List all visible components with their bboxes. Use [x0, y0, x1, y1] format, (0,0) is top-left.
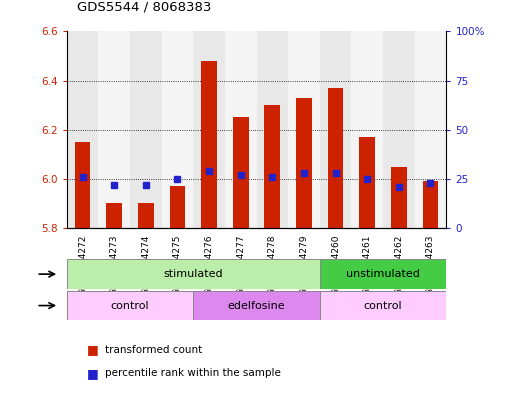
Bar [423, 181, 439, 228]
Bar [162, 31, 193, 228]
Bar [391, 167, 407, 228]
Bar [264, 105, 280, 228]
Bar [296, 98, 312, 228]
Bar [106, 203, 122, 228]
Bar [201, 61, 217, 228]
Bar [359, 137, 375, 228]
Text: percentile rank within the sample: percentile rank within the sample [105, 368, 281, 378]
Bar [351, 31, 383, 228]
Bar [288, 31, 320, 228]
Text: control: control [364, 301, 402, 310]
Bar [225, 31, 256, 228]
Text: edelfosine: edelfosine [228, 301, 285, 310]
Bar [320, 31, 351, 228]
Text: GDS5544 / 8068383: GDS5544 / 8068383 [77, 1, 211, 14]
Bar [67, 259, 320, 289]
Bar [256, 31, 288, 228]
Text: control: control [111, 301, 149, 310]
Text: unstimulated: unstimulated [346, 269, 420, 279]
Bar [67, 31, 98, 228]
Bar [169, 186, 185, 228]
Bar [233, 118, 249, 228]
Text: transformed count: transformed count [105, 345, 203, 355]
Text: ■: ■ [87, 367, 99, 380]
Bar [320, 291, 446, 320]
Bar [415, 31, 446, 228]
Text: stimulated: stimulated [164, 269, 223, 279]
Bar [138, 203, 154, 228]
Bar [67, 291, 193, 320]
Bar [98, 31, 130, 228]
Bar [130, 31, 162, 228]
Bar [320, 259, 446, 289]
Bar [383, 31, 415, 228]
Bar [74, 142, 90, 228]
Bar [193, 31, 225, 228]
Text: ■: ■ [87, 343, 99, 356]
Bar [193, 291, 320, 320]
Bar [328, 88, 344, 228]
